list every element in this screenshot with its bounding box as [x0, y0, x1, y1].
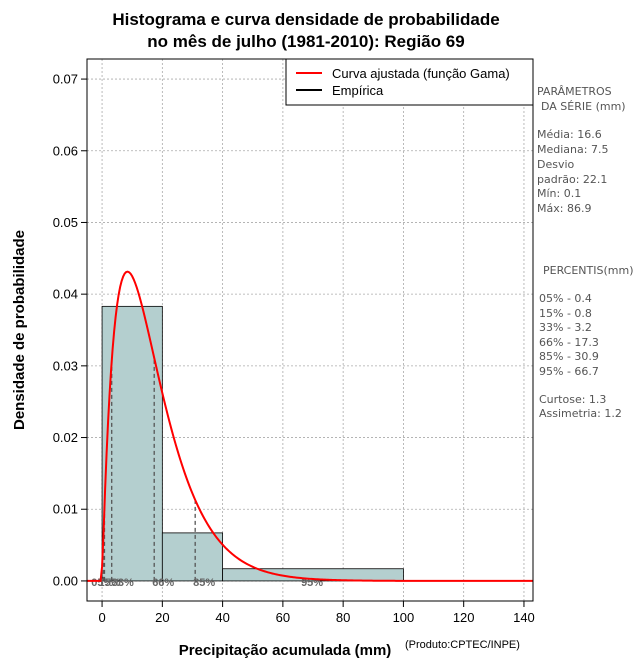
y-tick-label-1: 0.01	[53, 502, 78, 517]
stat-desvio-1: Desvio	[537, 158, 575, 171]
stats-panel: PARÂMETROS DA SÉRIE (mm) Média: 16.6 Med…	[537, 85, 634, 420]
percentil-05: 05% - 0.4	[539, 292, 592, 305]
stat-max: Máx: 86.9	[537, 202, 591, 215]
stat-assimetria: Assimetria: 1.2	[539, 407, 622, 420]
percentile-label-2: 33%	[112, 577, 134, 589]
chart-title-line-1: Histograma e curva densidade de probabil…	[112, 10, 499, 29]
percentil-33: 33% - 3.2	[539, 321, 592, 334]
x-tick-label-5: 100	[393, 610, 415, 625]
percentile-label-1: 15%	[98, 577, 120, 589]
legend-label-empirical: Empírica	[332, 83, 384, 98]
y-tick-label-5: 0.05	[53, 215, 78, 230]
y-tick-label-0: 0.00	[53, 573, 78, 588]
params-title-2: DA SÉRIE (mm)	[541, 100, 626, 113]
percentile-label-3: 66%	[152, 577, 174, 589]
x-tick-label-6: 120	[453, 610, 475, 625]
percentil-66: 66% - 17.3	[539, 336, 599, 349]
product-credit: (Produto:CPTEC/INPE)	[405, 639, 520, 651]
percentis-title: PERCENTIS(mm)	[543, 264, 634, 277]
legend-box	[285, 58, 534, 106]
stat-media: Média: 16.6	[537, 128, 602, 141]
stat-min: Mín: 0.1	[537, 187, 581, 200]
x-tick-label-4: 80	[336, 610, 350, 625]
percentile-label-4: 85%	[193, 577, 215, 589]
histogram-bar-1	[161, 532, 224, 582]
fitted-gamma-curve	[87, 270, 533, 582]
histogram-bar-0	[101, 305, 163, 582]
y-tick-label-3: 0.03	[53, 358, 78, 373]
chart-title-line-2: no mês de julho (1981-2010): Região 69	[147, 32, 464, 51]
stat-curtose: Curtose: 1.3	[539, 393, 606, 406]
legend-label-curve: Curva ajustada (função Gama)	[332, 66, 510, 81]
x-tick-label-0: 0	[98, 610, 105, 625]
stat-desvio-2: padrão: 22.1	[537, 173, 607, 186]
y-axis-label: Densidade de probabilidade	[11, 230, 28, 430]
x-tick-label-3: 60	[276, 610, 290, 625]
params-title-1: PARÂMETROS	[537, 85, 612, 98]
y-tick-label-2: 0.02	[53, 430, 78, 445]
percentil-15: 15% - 0.8	[539, 307, 592, 320]
x-tick-label-7: 140	[513, 610, 535, 625]
y-tick-label-7: 0.07	[53, 72, 78, 87]
legend: Curva ajustada (função Gama) Empírica	[285, 58, 534, 106]
percentile-lines: 05%15%33% 66% 85% 95%	[91, 357, 323, 589]
x-axis-ticks: 0 20 40 60 80 100 120 140	[98, 601, 535, 625]
y-tick-label-4: 0.04	[53, 287, 78, 302]
y-axis-ticks: 0.00 0.01 0.02 0.03 0.04 0.05 0.06 0.07	[53, 72, 87, 588]
percentil-85: 85% - 30.9	[539, 350, 599, 363]
stat-mediana: Mediana: 7.5	[537, 143, 608, 156]
x-axis-label: Precipitação acumulada (mm)	[179, 642, 392, 659]
x-tick-label-1: 20	[155, 610, 169, 625]
x-tick-label-2: 40	[215, 610, 229, 625]
percentile-label-0: 05%	[91, 577, 113, 589]
y-tick-label-6: 0.06	[53, 143, 78, 158]
percentil-95: 95% - 66.7	[539, 365, 599, 378]
